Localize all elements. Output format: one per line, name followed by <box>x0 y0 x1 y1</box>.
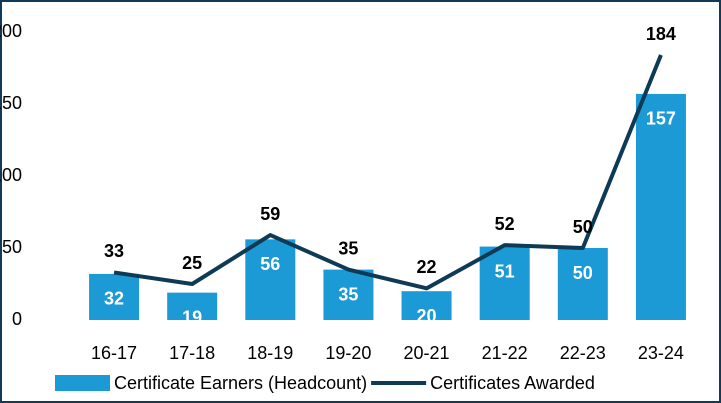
bar-value-label: 35 <box>338 284 358 304</box>
y-tick-label: 100 <box>0 165 22 185</box>
x-tick-label: 21-22 <box>482 343 528 363</box>
line-value-label: 33 <box>104 241 124 261</box>
legend-label: Certificate Earners (Headcount) <box>114 373 367 393</box>
bar <box>401 291 452 320</box>
x-tick-label: 17-18 <box>169 343 215 363</box>
bar <box>245 239 296 320</box>
y-tick-label: 200 <box>0 21 22 41</box>
bar <box>557 248 608 320</box>
x-tick-label: 19-20 <box>325 343 371 363</box>
x-tick-label: 18-19 <box>247 343 293 363</box>
bar <box>323 269 374 320</box>
y-tick-label: 0 <box>12 309 22 329</box>
bar-value-label: 157 <box>646 109 676 129</box>
x-tick-label: 23-24 <box>638 343 684 363</box>
x-tick-label: 20-21 <box>404 343 450 363</box>
bar-value-label: 50 <box>573 263 593 283</box>
bar <box>635 93 686 320</box>
y-tick-label: 150 <box>0 93 22 113</box>
line-value-label: 25 <box>182 253 202 273</box>
bar-value-label: 32 <box>104 289 124 309</box>
legend-swatch <box>55 375 110 391</box>
x-tick-label: 22-23 <box>560 343 606 363</box>
x-tick-label: 16-17 <box>91 343 137 363</box>
bar-value-label: 51 <box>495 261 515 281</box>
line-value-label: 59 <box>260 204 280 224</box>
bar-value-label: 19 <box>182 307 202 327</box>
line-value-label: 184 <box>646 24 676 44</box>
y-tick-label: 50 <box>2 237 22 257</box>
bar <box>479 246 530 320</box>
line-value-label: 22 <box>417 257 437 277</box>
bar <box>167 292 218 320</box>
line-value-label: 52 <box>495 214 515 234</box>
bar-value-label: 20 <box>417 306 437 326</box>
line-value-label: 50 <box>573 217 593 237</box>
legend-label: Certificates Awarded <box>430 373 595 393</box>
bar <box>89 273 140 320</box>
line <box>113 54 663 291</box>
bar-value-label: 56 <box>260 254 280 274</box>
line-value-label: 35 <box>338 238 358 258</box>
